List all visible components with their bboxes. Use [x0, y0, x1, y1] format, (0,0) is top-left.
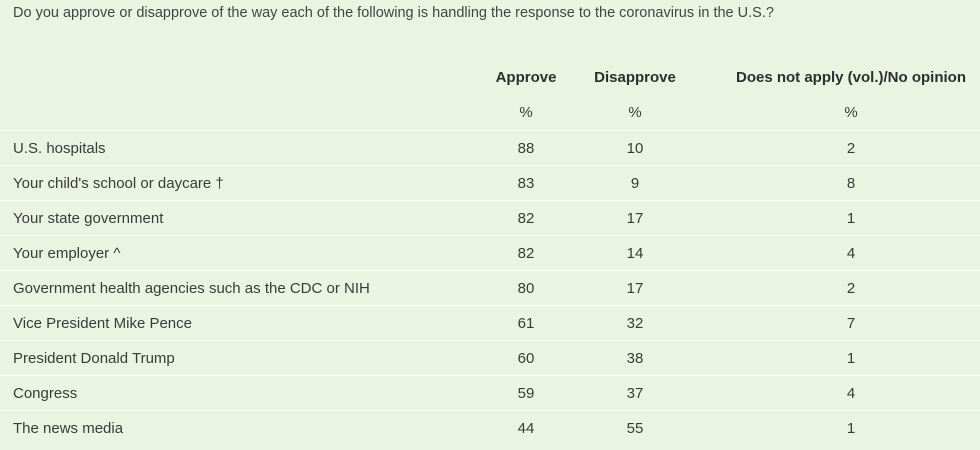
row-label: Government health agencies such as the C… — [13, 279, 370, 297]
approve-value: 82 — [517, 244, 535, 262]
unit-label-disapprove: % — [628, 104, 642, 121]
table-row: Congress 59 37 4 — [0, 375, 980, 410]
data-table: Approve Disapprove Does not apply (vol.)… — [0, 60, 980, 445]
column-header-no-opinion: Does not apply (vol.)/No opinion — [736, 69, 966, 86]
no-opinion-value: 2 — [846, 139, 856, 157]
column-header-approve: Approve — [495, 69, 557, 86]
disapprove-value: 38 — [626, 349, 644, 367]
approve-value: 60 — [517, 349, 535, 367]
no-opinion-value: 2 — [846, 279, 856, 297]
row-label: Vice President Mike Pence — [13, 314, 192, 332]
table-row: U.S. hospitals 88 10 2 — [0, 130, 980, 165]
disapprove-value: 37 — [626, 384, 644, 402]
row-label: President Donald Trump — [13, 349, 175, 367]
disapprove-value: 10 — [626, 139, 644, 157]
no-opinion-value: 1 — [846, 209, 856, 227]
row-label: The news media — [13, 419, 124, 437]
disapprove-value: 55 — [626, 419, 644, 437]
disapprove-value: 9 — [630, 174, 640, 192]
no-opinion-value: 4 — [846, 384, 856, 402]
unit-label-approve: % — [519, 104, 533, 121]
row-label: Your employer ^ — [13, 244, 121, 262]
table-row: Vice President Mike Pence 61 32 7 — [0, 305, 980, 340]
unit-row: % % % — [0, 95, 980, 130]
approve-value: 88 — [517, 139, 535, 157]
no-opinion-value: 7 — [846, 314, 856, 332]
row-label: Your child's school or daycare † — [13, 174, 224, 192]
approve-value: 80 — [517, 279, 535, 297]
approve-value: 44 — [517, 419, 535, 437]
disapprove-value: 17 — [626, 279, 644, 297]
table-row: President Donald Trump 60 38 1 — [0, 340, 980, 375]
row-label: Your state government — [13, 209, 164, 227]
approve-value: 59 — [517, 384, 535, 402]
approve-value: 82 — [517, 209, 535, 227]
table-row: The news media 44 55 1 — [0, 410, 980, 445]
column-header-disapprove: Disapprove — [594, 69, 676, 86]
approve-value: 83 — [517, 174, 535, 192]
disapprove-value: 17 — [626, 209, 644, 227]
no-opinion-value: 4 — [846, 244, 856, 262]
table-row: Government health agencies such as the C… — [0, 270, 980, 305]
table-row: Your state government 82 17 1 — [0, 200, 980, 235]
approve-value: 61 — [517, 314, 535, 332]
no-opinion-value: 1 — [846, 349, 856, 367]
no-opinion-value: 8 — [846, 174, 856, 192]
disapprove-value: 32 — [626, 314, 644, 332]
row-label: Congress — [13, 384, 78, 402]
unit-label-no-opinion: % — [844, 104, 858, 121]
header-row: Approve Disapprove Does not apply (vol.)… — [0, 60, 980, 95]
no-opinion-value: 1 — [846, 419, 856, 437]
table-row: Your employer ^ 82 14 4 — [0, 235, 980, 270]
table-row: Your child's school or daycare † 83 9 8 — [0, 165, 980, 200]
row-label: U.S. hospitals — [13, 139, 106, 157]
chart-title: Do you approve or disapprove of the way … — [13, 5, 774, 21]
disapprove-value: 14 — [626, 244, 644, 262]
